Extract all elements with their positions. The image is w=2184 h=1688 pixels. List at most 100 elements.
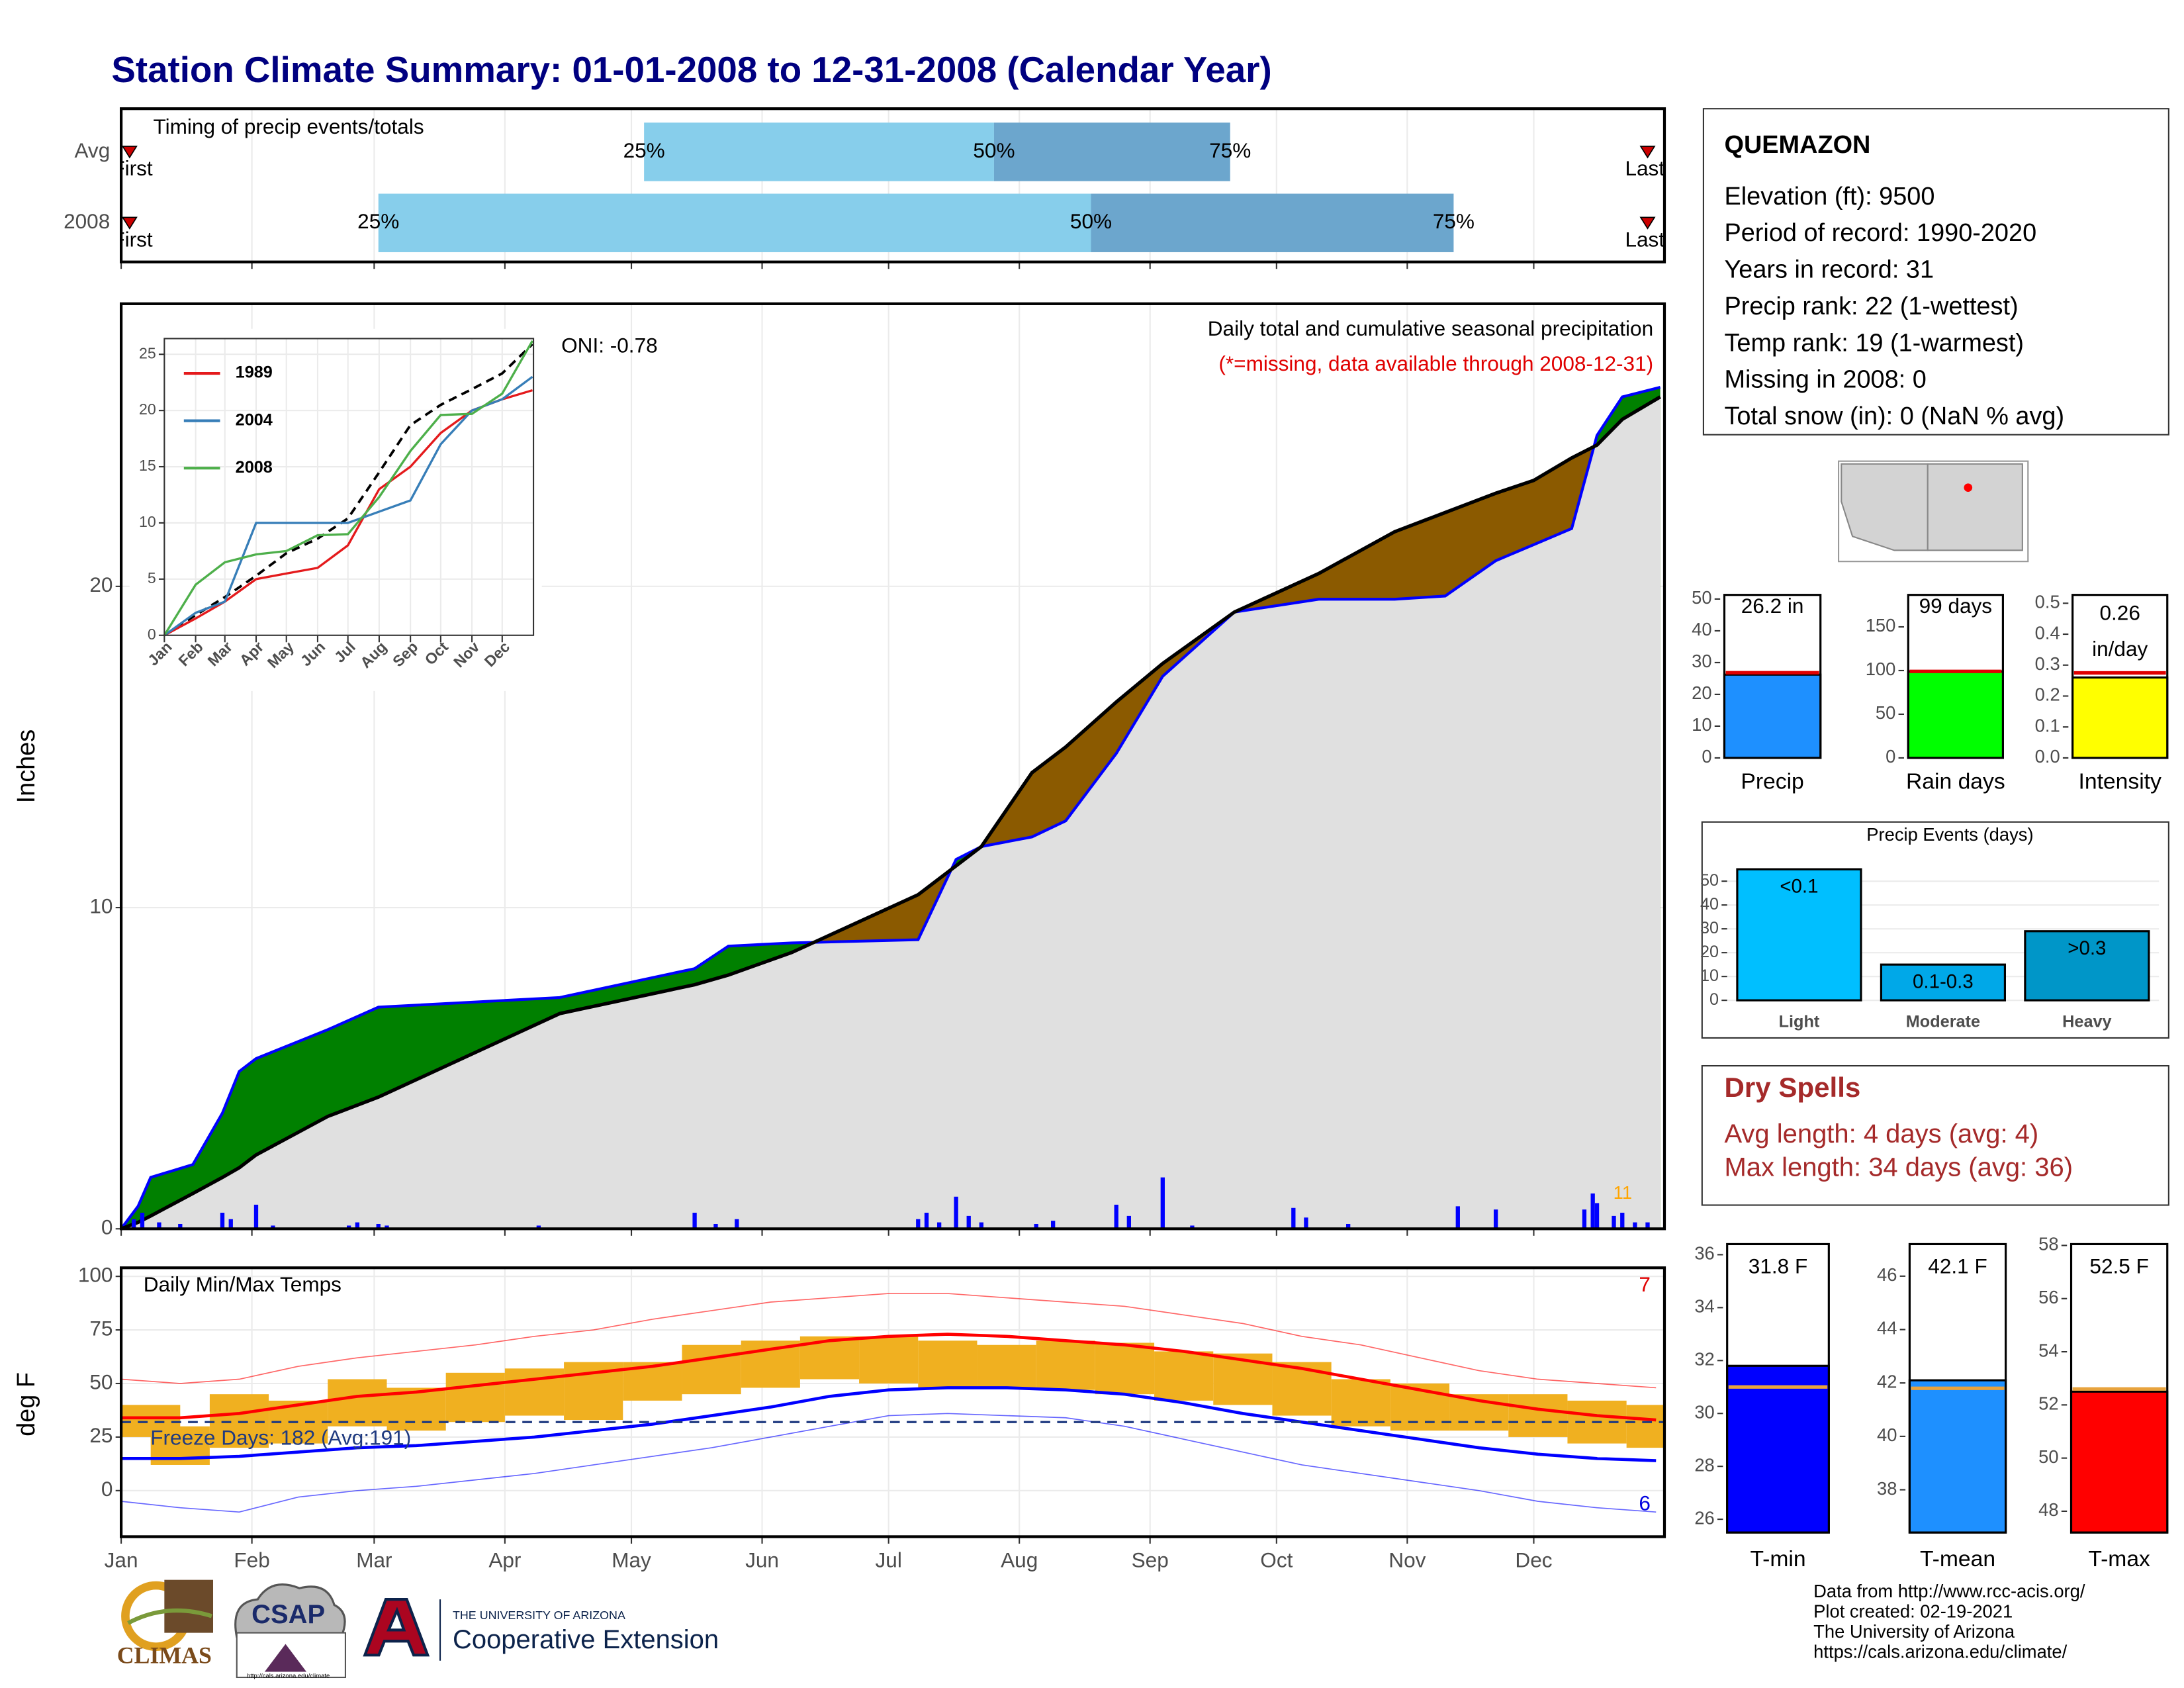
chart-title: Precip Events (days) [1866, 824, 2033, 845]
y-tick-label: 0 [1886, 746, 1895, 767]
y-tick-label: 54 [2038, 1340, 2058, 1360]
page-title: Station Climate Summary: 01-01-2008 to 1… [111, 49, 1271, 90]
logo-csap-url: http://cals.arizona.edu/climate [247, 1672, 330, 1679]
daily-bar [220, 1213, 225, 1229]
logo-climas: CLIMAS [117, 1642, 212, 1669]
y-axis-label: deg F [13, 1372, 40, 1436]
daily-bar [355, 1222, 360, 1229]
series-line [163, 375, 533, 637]
event-label: First [112, 227, 153, 251]
daily-bar [1050, 1221, 1056, 1229]
quantile-label: 50% [973, 138, 1015, 162]
temp-range-bar [1626, 1405, 1664, 1448]
y-tick-label: 42 [1877, 1371, 1897, 1391]
y-tick-label: 32 [1694, 1349, 1714, 1370]
daily-bar [1594, 1203, 1600, 1229]
value-label: 26.2 in [1741, 594, 1804, 618]
legend-label: 2004 [236, 410, 273, 429]
y-tick-label: 10 [139, 513, 156, 530]
y-tick-label: 48 [2038, 1499, 2058, 1520]
temp-range-bar [977, 1344, 1036, 1388]
category-label: Intensity [2079, 770, 2162, 794]
daily-bar [228, 1219, 233, 1229]
temp-range-bar [859, 1336, 919, 1383]
y-tick-label: 58 [2038, 1234, 2058, 1254]
logo-csap: CSAP [251, 1600, 325, 1629]
y-tick-label: 10 [1692, 714, 1711, 735]
annotation: Freeze Days: 182 (Avg:191) [150, 1425, 411, 1449]
frame [119, 302, 1666, 1231]
event-marker [1639, 146, 1656, 159]
daily-bar [1160, 1177, 1165, 1229]
category-label: Rain days [1906, 770, 2005, 794]
daily-bar [966, 1215, 971, 1229]
event-marker [121, 216, 138, 230]
inset-frame [163, 338, 535, 636]
station-name: QUEMAZON [1724, 131, 1870, 159]
event-bar [1736, 868, 1862, 1002]
category-label: Precip [1741, 770, 1803, 794]
x-tick-label: Light [1779, 1012, 1820, 1031]
quantile-bar [644, 122, 994, 181]
daily-bar [936, 1222, 942, 1229]
daily-bar [140, 1213, 145, 1229]
max-label: 7 [1639, 1272, 1651, 1296]
y-tick-label: 25 [89, 1423, 113, 1447]
y-tick-label: 0 [1702, 746, 1711, 767]
temp-range-bar [1154, 1351, 1214, 1401]
summary-bar [1908, 1379, 2007, 1534]
event-label: Last [1625, 227, 1664, 251]
temp-range-bar [1272, 1362, 1332, 1416]
temp-range-bar [682, 1344, 741, 1395]
daily-bar [713, 1224, 718, 1229]
y-tick-label: 0.3 [2035, 653, 2060, 674]
daily-bar [1612, 1215, 1616, 1229]
x-tick-label: May [612, 1548, 651, 1572]
y-tick-label: 30 [1694, 1401, 1714, 1422]
station-line: Precip rank: 22 (1-wettest) [1724, 293, 2018, 320]
y-tick-label: 50 [1692, 587, 1711, 608]
inset-plot [164, 338, 534, 635]
x-tick-label: Feb [234, 1548, 269, 1572]
y-tick-label: 26 [1694, 1507, 1714, 1528]
dry-spells-line: Max length: 34 days (avg: 36) [1724, 1152, 2073, 1182]
y-tick-label: 0.4 [2035, 622, 2060, 643]
daily-bar [346, 1225, 351, 1229]
x-tick-label: Apr [488, 1548, 521, 1572]
x-tick-label: Sep [1132, 1548, 1169, 1572]
y-tick-label: 44 [1877, 1318, 1897, 1338]
y-tick-label: 75 [89, 1316, 113, 1340]
avg-max-line [121, 1333, 1657, 1422]
y-tick-label: 50 [89, 1370, 113, 1393]
y-tick-label: 100 [78, 1263, 113, 1287]
daily-bar [1493, 1209, 1498, 1229]
daily-bar [979, 1222, 983, 1229]
y-tick-label: 0 [1709, 990, 1719, 1009]
x-tick-label: Oct [1260, 1548, 1293, 1572]
daily-bar [271, 1225, 275, 1229]
station-line: Temp rank: 19 (1-warmest) [1724, 329, 2024, 357]
logo-extension: Cooperative Extension [453, 1625, 719, 1654]
y-tick-label: 20 [1700, 943, 1719, 961]
summary-bar [1723, 673, 1822, 759]
y-tick-label: 40 [1877, 1425, 1897, 1445]
station-line: Period of record: 1990-2020 [1724, 219, 2036, 247]
daily-bar [253, 1204, 259, 1229]
station-line: Elevation (ft): 9500 [1724, 183, 1934, 211]
x-tick-label: Jan [105, 1548, 138, 1572]
dry-spells-box [1701, 1064, 2169, 1206]
annotation: ONI: -0.78 [561, 333, 658, 357]
daily-bar [1034, 1224, 1038, 1229]
y-tick-label: 36 [1694, 1243, 1714, 1264]
rec-min-line [121, 1413, 1657, 1513]
y-tick-label: Avg [74, 138, 110, 162]
daily-bar [1620, 1213, 1625, 1229]
quantile-bar [378, 193, 1091, 252]
x-tick-label: Nov [1388, 1548, 1426, 1572]
legend-label: 1989 [236, 363, 273, 382]
value-label: 0.26 [2099, 601, 2140, 625]
y-tick-label: 150 [1866, 615, 1896, 635]
timing-bars: 25% 50% 75% First Last 25% 50% 75% First Last [112, 122, 1664, 252]
y-tick-label: 10 [89, 894, 113, 917]
